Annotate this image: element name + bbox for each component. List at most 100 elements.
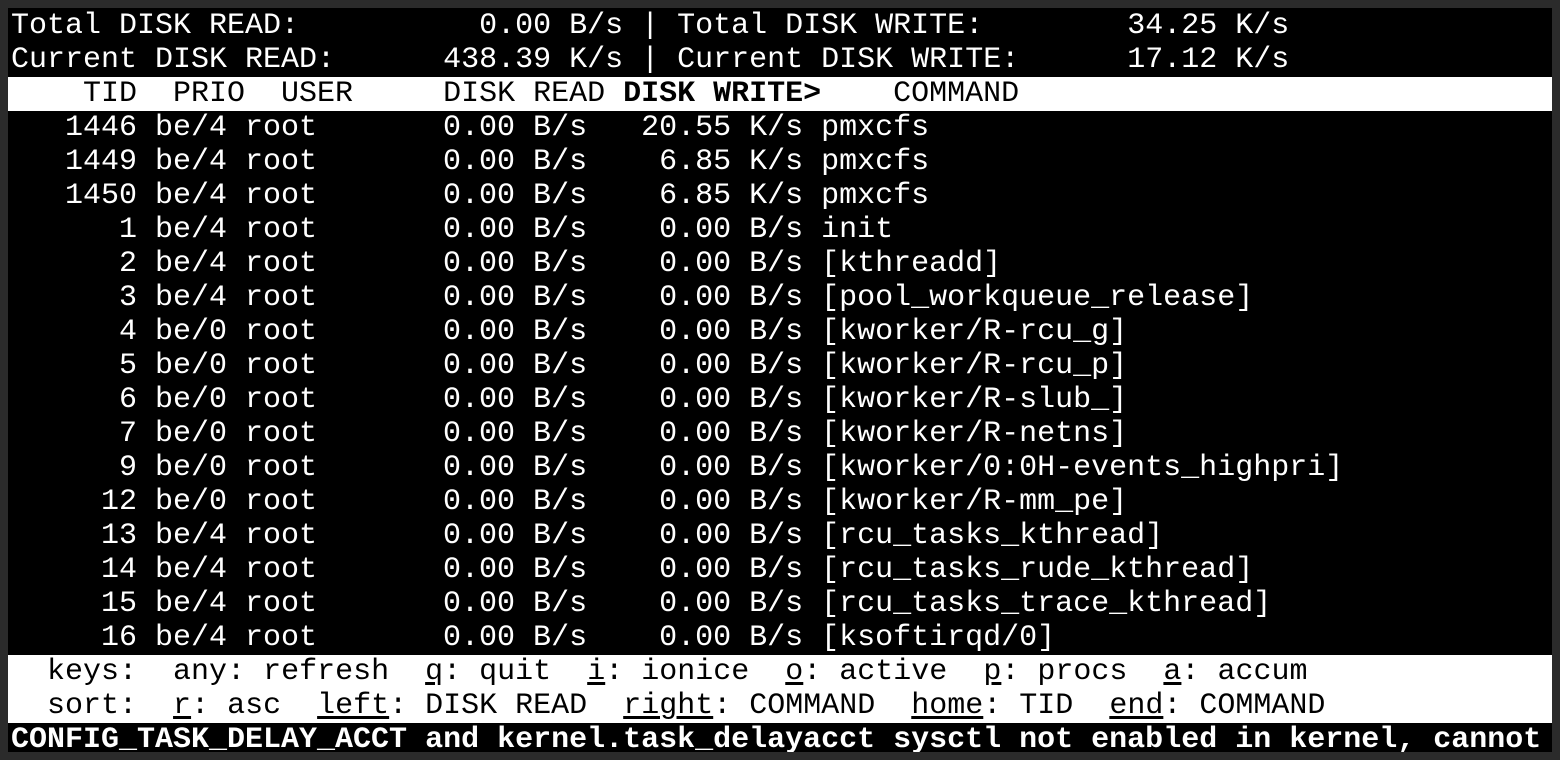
- disk-read: 0.00 B/s: [443, 553, 588, 587]
- disk-write: 0.00 B/s: [659, 281, 804, 315]
- prio: be/4: [155, 553, 228, 587]
- key-o[interactable]: o: [785, 655, 804, 689]
- tid: 1450: [65, 179, 138, 213]
- disk-write: 0.00 B/s: [659, 621, 804, 655]
- disk-read: 0.00 B/s: [443, 145, 588, 179]
- process-row[interactable]: 9 be/0 root 0.00 B/s 0.00 B/s [kworker/0:0…: [8, 451, 1552, 485]
- process-row[interactable]: 7 be/0 root 0.00 B/s 0.00 B/s [kworker/R-n…: [8, 417, 1552, 451]
- sort-label: sort:: [47, 689, 138, 723]
- key-o-desc: active: [839, 655, 948, 689]
- header-command[interactable]: COMMAND: [893, 77, 1020, 111]
- total-write-value: 34.25 K/s: [1127, 9, 1290, 43]
- command: [pool_workqueue_release]: [821, 281, 1254, 315]
- header-disk-write-sorted[interactable]: DISK WRITE>: [623, 77, 822, 111]
- key-q[interactable]: q: [425, 655, 444, 689]
- process-row[interactable]: 12 be/0 root 0.00 B/s 0.00 B/s [kworker/R-…: [8, 485, 1552, 519]
- process-row[interactable]: 15 be/4 root 0.00 B/s 0.00 B/s [rcu_tasks_…: [8, 587, 1552, 621]
- key-q-desc: quit: [479, 655, 552, 689]
- disk-read: 0.00 B/s: [443, 451, 588, 485]
- disk-write: 0.00 B/s: [659, 315, 804, 349]
- header-user[interactable]: USER: [281, 77, 354, 111]
- process-row[interactable]: 16 be/4 root 0.00 B/s 0.00 B/s [ksoftirqd/…: [8, 621, 1552, 655]
- disk-write: 0.00 B/s: [659, 587, 804, 621]
- header-prio[interactable]: PRIO: [173, 77, 246, 111]
- current-io-line: Current DISK READ: 438.39 K/s | Current D…: [8, 43, 1552, 77]
- process-row[interactable]: 3 be/4 root 0.00 B/s 0.00 B/s [pool_workqu…: [8, 281, 1552, 315]
- command: pmxcfs: [821, 179, 930, 213]
- process-row[interactable]: 1446 be/4 root 0.00 B/s 20.55 K/s pmxcfs: [8, 111, 1552, 145]
- disk-write: 0.00 B/s: [659, 451, 804, 485]
- user: root: [245, 587, 318, 621]
- key-end[interactable]: end: [1109, 689, 1164, 723]
- user: root: [245, 553, 318, 587]
- process-row[interactable]: 14 be/4 root 0.00 B/s 0.00 B/s [rcu_tasks_…: [8, 553, 1552, 587]
- tid: 4: [119, 315, 138, 349]
- key-home[interactable]: home: [911, 689, 984, 723]
- user: root: [245, 213, 318, 247]
- key-right[interactable]: right: [623, 689, 714, 723]
- disk-read: 0.00 B/s: [443, 213, 588, 247]
- prio: be/4: [155, 519, 228, 553]
- total-read-label: Total DISK READ:: [11, 9, 300, 43]
- current-write-label: Current DISK WRITE:: [677, 43, 1020, 77]
- tid: 3: [119, 281, 138, 315]
- disk-read: 0.00 B/s: [443, 111, 588, 145]
- process-row[interactable]: 1 be/4 root 0.00 B/s 0.00 B/s init: [8, 213, 1552, 247]
- prio: be/0: [155, 485, 228, 519]
- tid: 5: [119, 349, 138, 383]
- disk-write: 0.00 B/s: [659, 553, 804, 587]
- process-row[interactable]: 1449 be/4 root 0.00 B/s 6.85 K/s pmxcfs: [8, 145, 1552, 179]
- tid: 15: [101, 587, 138, 621]
- key-p[interactable]: p: [983, 655, 1002, 689]
- keys-help-line: keys: any: refresh q: quit i: ionice o: …: [8, 655, 1552, 689]
- disk-read: 0.00 B/s: [443, 281, 588, 315]
- terminal-window[interactable]: Total DISK READ: 0.00 B/s | Total DISK WR…: [8, 8, 1552, 752]
- command: [kworker/R-rcu_g]: [821, 315, 1128, 349]
- total-io-line: Total DISK READ: 0.00 B/s | Total DISK WR…: [8, 9, 1552, 43]
- disk-write: 6.85 K/s: [659, 179, 804, 213]
- process-row[interactable]: 2 be/4 root 0.00 B/s 0.00 B/s [kthreadd]: [8, 247, 1552, 281]
- key-left[interactable]: left: [317, 689, 390, 723]
- column-header: TID PRIO USER DISK READ DISK WRITE> COMM…: [8, 77, 1552, 111]
- key-right-desc: COMMAND: [749, 689, 876, 723]
- process-row[interactable]: 13 be/4 root 0.00 B/s 0.00 B/s [rcu_tasks_…: [8, 519, 1552, 553]
- key-a[interactable]: a: [1163, 655, 1182, 689]
- disk-read: 0.00 B/s: [443, 315, 588, 349]
- process-row[interactable]: 1450 be/4 root 0.00 B/s 6.85 K/s pmxcfs: [8, 179, 1552, 213]
- key-i[interactable]: i: [587, 655, 606, 689]
- disk-read: 0.00 B/s: [443, 587, 588, 621]
- disk-write: 0.00 B/s: [659, 485, 804, 519]
- command: [kworker/R-netns]: [821, 417, 1128, 451]
- process-row[interactable]: 4 be/0 root 0.00 B/s 0.00 B/s [kworker/R-r…: [8, 315, 1552, 349]
- prio: be/0: [155, 417, 228, 451]
- key-any-desc: refresh: [263, 655, 390, 689]
- prio: be/0: [155, 349, 228, 383]
- disk-write: 20.55 K/s: [641, 111, 804, 145]
- prio: be/4: [155, 587, 228, 621]
- separator: |: [641, 9, 660, 43]
- user: root: [245, 451, 318, 485]
- prio: be/4: [155, 145, 228, 179]
- key-any[interactable]: any: [173, 655, 228, 689]
- disk-write: 0.00 B/s: [659, 247, 804, 281]
- separator: |: [641, 43, 660, 77]
- prio: be/0: [155, 315, 228, 349]
- user: root: [245, 111, 318, 145]
- disk-read: 0.00 B/s: [443, 417, 588, 451]
- disk-write: 0.00 B/s: [659, 383, 804, 417]
- header-tid[interactable]: TID: [83, 77, 138, 111]
- process-row[interactable]: 5 be/0 root 0.00 B/s 0.00 B/s [kworker/R-r…: [8, 349, 1552, 383]
- prio: be/0: [155, 451, 228, 485]
- total-read-value: 0.00 B/s: [479, 9, 624, 43]
- keys-label: keys:: [47, 655, 138, 689]
- prio: be/4: [155, 111, 228, 145]
- total-write-label: Total DISK WRITE:: [677, 9, 984, 43]
- command: init: [821, 213, 894, 247]
- tid: 12: [101, 485, 138, 519]
- key-r[interactable]: r: [173, 689, 192, 723]
- user: root: [245, 315, 318, 349]
- key-a-desc: accum: [1217, 655, 1308, 689]
- header-disk-read[interactable]: DISK READ: [443, 77, 606, 111]
- command: [kworker/R-mm_pe]: [821, 485, 1128, 519]
- process-row[interactable]: 6 be/0 root 0.00 B/s 0.00 B/s [kworker/R-s…: [8, 383, 1552, 417]
